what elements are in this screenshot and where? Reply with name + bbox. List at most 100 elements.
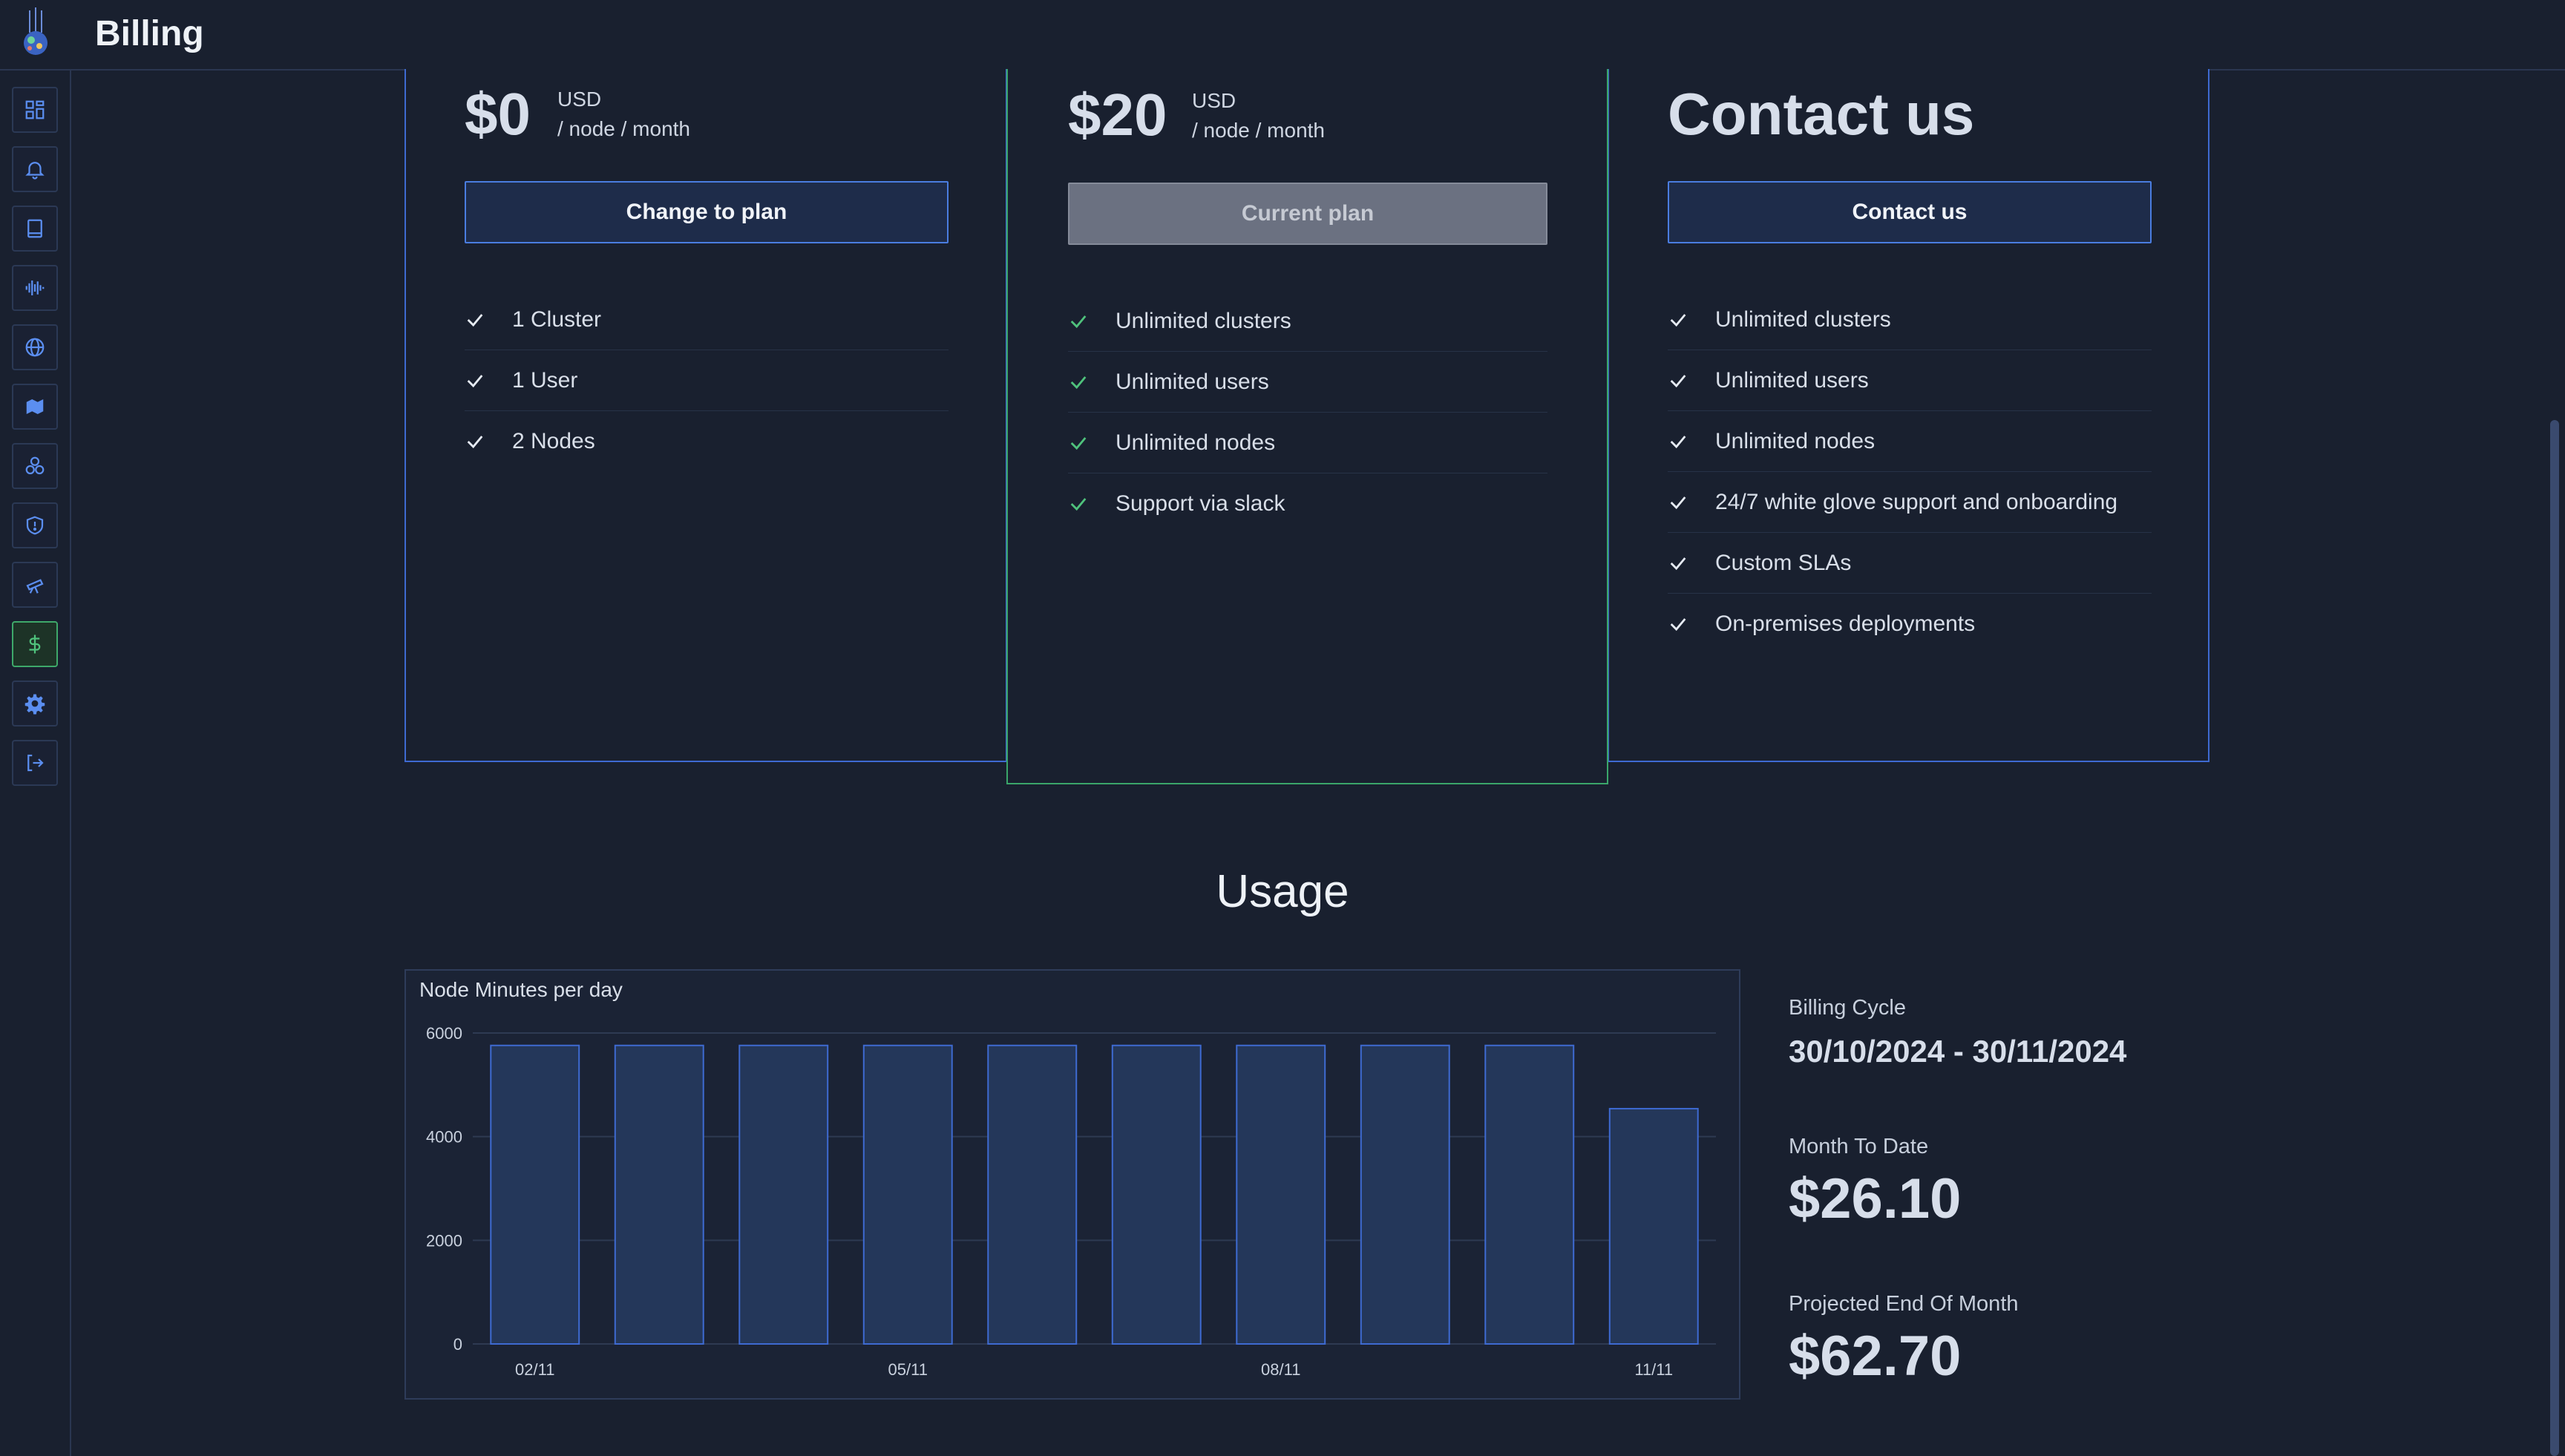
x-tick-label: 11/11 <box>1634 1360 1673 1379</box>
plan-currency: USD <box>1192 89 1236 112</box>
bell-icon <box>25 162 45 180</box>
logout-icon <box>27 754 44 772</box>
feature-text: 2 Nodes <box>512 429 595 453</box>
x-tick-label: 05/11 <box>888 1360 928 1379</box>
change-to-plan-button[interactable]: Change to plan <box>465 181 949 243</box>
sidebar-item-network[interactable] <box>12 324 58 370</box>
check-icon <box>1068 311 1116 332</box>
map-icon <box>26 399 44 414</box>
bar <box>614 1044 704 1345</box>
plan-card-free: $0 USD / node / month Change to plan 1 C… <box>404 69 1007 762</box>
gear-icon <box>24 694 45 715</box>
contact-us-button[interactable]: Contact us <box>1668 181 2152 243</box>
sidebar-item-observe[interactable] <box>12 562 58 608</box>
list-item: 2 Nodes <box>465 411 949 472</box>
sidebar-item-docs[interactable] <box>12 206 58 252</box>
plan-price: $0 <box>465 81 531 147</box>
current-plan-button[interactable]: Current plan <box>1068 183 1547 245</box>
plan-currency: USD <box>557 88 602 111</box>
bar <box>738 1044 829 1345</box>
dollar-icon <box>29 634 41 654</box>
bar <box>490 1044 580 1345</box>
feature-text: 1 User <box>512 367 578 393</box>
feature-text: Support via slack <box>1116 491 1285 516</box>
bar <box>1484 1044 1575 1345</box>
cluster-icon <box>25 456 45 475</box>
usage-heading: Usage <box>1216 866 1349 917</box>
list-item: 24/7 white glove support and onboarding <box>1668 472 2152 533</box>
usage-chart: 0 2000 4000 6000 02/11 05/11 08/11 11/11 Node M… <box>404 969 1740 1400</box>
sidebar-item-logout[interactable] <box>12 740 58 786</box>
sidebar-item-settings[interactable] <box>12 681 58 727</box>
top-header: Billing <box>0 0 2565 70</box>
billing-cycle-value: 30/10/2024 - 30/11/2024 <box>1789 1034 2127 1069</box>
feature-text: Custom SLAs <box>1715 550 1852 575</box>
check-icon <box>1068 372 1116 393</box>
sidebar-item-clusters[interactable] <box>12 443 58 489</box>
check-icon <box>1068 493 1116 514</box>
feature-text: 24/7 white glove support and onboarding <box>1715 489 2118 514</box>
feature-text: On-premises deployments <box>1715 611 1976 636</box>
feature-text: Unlimited clusters <box>1715 306 1891 332</box>
list-item: Unlimited users <box>1668 350 2152 411</box>
sidebar-item-billing[interactable] <box>12 621 58 667</box>
shield-alert-icon <box>26 516 44 535</box>
projected-value: $62.70 <box>1789 1325 1962 1388</box>
feature-text: Unlimited users <box>1116 369 1269 394</box>
list-item: Custom SLAs <box>1668 533 2152 594</box>
check-icon <box>1668 614 1715 634</box>
check-icon <box>1668 492 1715 513</box>
bar <box>1111 1044 1202 1345</box>
y-tick-label: 4000 <box>426 1128 462 1147</box>
sidebar <box>0 70 71 1456</box>
chart-title: Node Minutes per day <box>419 978 623 1001</box>
list-item: Unlimited clusters <box>1068 291 1547 352</box>
waveform-icon <box>25 281 45 295</box>
globe-icon <box>25 338 45 357</box>
list-item: On-premises deployments <box>1668 594 2152 655</box>
sidebar-item-map[interactable] <box>12 384 58 430</box>
feature-text: Unlimited nodes <box>1715 428 1876 453</box>
check-icon <box>1668 553 1715 574</box>
bar <box>987 1044 1078 1345</box>
month-to-date-value: $26.10 <box>1789 1167 1962 1230</box>
list-item: Unlimited nodes <box>1668 411 2152 472</box>
check-icon <box>465 431 512 452</box>
feature-list: 1 Cluster 1 User 2 Nodes <box>465 289 949 472</box>
plan-unit: / node / month <box>557 117 691 140</box>
book-icon <box>27 219 42 238</box>
bar <box>1360 1044 1450 1345</box>
scrollbar-thumb[interactable] <box>2550 420 2559 1456</box>
list-item: 1 User <box>465 350 949 411</box>
y-tick-label: 6000 <box>426 1024 462 1043</box>
page-title: Billing <box>95 14 204 53</box>
plan-card-current: $20 USD / node / month Current plan Unli… <box>1006 69 1608 784</box>
list-item: Unlimited clusters <box>1668 289 2152 350</box>
feature-list: Unlimited clusters Unlimited users Unlim… <box>1068 291 1547 534</box>
check-icon <box>1068 433 1116 453</box>
plan-unit: / node / month <box>1192 119 1326 142</box>
bar-chart: 0 2000 4000 6000 02/11 05/11 08/11 11/11 <box>426 1024 1716 1379</box>
sidebar-item-alerts[interactable] <box>12 146 58 192</box>
plan-price: Contact us <box>1668 81 1975 147</box>
app-logo-icon[interactable] <box>15 6 56 59</box>
plan-price: $20 <box>1068 82 1167 148</box>
check-icon <box>465 370 512 391</box>
feature-text: 1 Cluster <box>512 306 602 332</box>
y-tick-label: 2000 <box>426 1231 462 1250</box>
y-tick-label: 0 <box>453 1335 462 1354</box>
check-icon <box>465 309 512 330</box>
bar <box>862 1044 953 1345</box>
x-tick-label: 02/11 <box>515 1360 554 1379</box>
list-item: Unlimited users <box>1068 352 1547 413</box>
sidebar-item-signals[interactable] <box>12 265 58 311</box>
dashboard-icon <box>25 100 45 119</box>
feature-text: Unlimited users <box>1715 367 1869 393</box>
bar <box>1608 1107 1699 1345</box>
telescope-icon <box>26 579 44 594</box>
feature-text: Unlimited clusters <box>1116 308 1291 333</box>
sidebar-item-security[interactable] <box>12 502 58 548</box>
x-tick-label: 08/11 <box>1261 1360 1300 1379</box>
sidebar-item-dashboard[interactable] <box>12 87 58 133</box>
plan-card-enterprise: Contact us Contact us Unlimited clusters… <box>1608 69 2209 762</box>
